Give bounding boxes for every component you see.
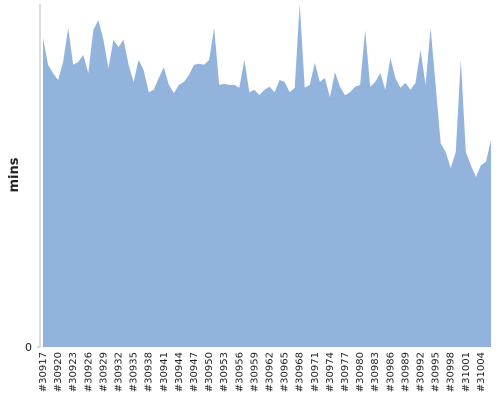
- y-axis-label: mins: [7, 157, 22, 192]
- x-tick-label: #30923: [68, 352, 79, 392]
- x-tick-label: #30974: [325, 352, 336, 392]
- x-tick-label: #30971: [310, 352, 321, 392]
- x-tick-label: #30962: [265, 352, 276, 392]
- x-tick-label: #30932: [114, 352, 125, 392]
- area: [43, 4, 491, 347]
- x-tick-label: #31001: [461, 352, 472, 392]
- x-tick-label: #30992: [416, 352, 427, 392]
- x-tick-label: #30965: [280, 352, 291, 392]
- x-tick-label: #30983: [370, 352, 381, 392]
- x-tick-label: #30929: [98, 352, 109, 392]
- x-tick-label: #30968: [295, 352, 306, 392]
- x-tick-label: #30977: [340, 352, 351, 392]
- x-tick-label: #30986: [385, 352, 396, 392]
- x-tick-label: #31004: [476, 352, 487, 392]
- x-tick-label: #30941: [159, 352, 170, 392]
- x-tick-label: #30959: [249, 352, 260, 392]
- x-tick-label: #30989: [400, 352, 411, 392]
- x-tick-label: #30947: [189, 352, 200, 392]
- y-tick-label: 0: [25, 341, 32, 354]
- x-tick-label: #30995: [431, 352, 442, 392]
- x-tick-label: #30998: [446, 352, 457, 392]
- x-tick-label: #30980: [355, 352, 366, 392]
- x-tick-label: #30920: [53, 352, 64, 392]
- x-tick-label: #30926: [83, 352, 94, 392]
- x-tick-label: #30935: [129, 352, 140, 392]
- x-tick-label: #30950: [204, 352, 215, 392]
- x-tick-label: #30953: [219, 352, 230, 392]
- x-tick-label: #30917: [38, 352, 49, 392]
- x-tick-label: #30938: [144, 352, 155, 392]
- x-tick-label: #30956: [234, 352, 245, 392]
- x-tick-label: #30944: [174, 352, 185, 392]
